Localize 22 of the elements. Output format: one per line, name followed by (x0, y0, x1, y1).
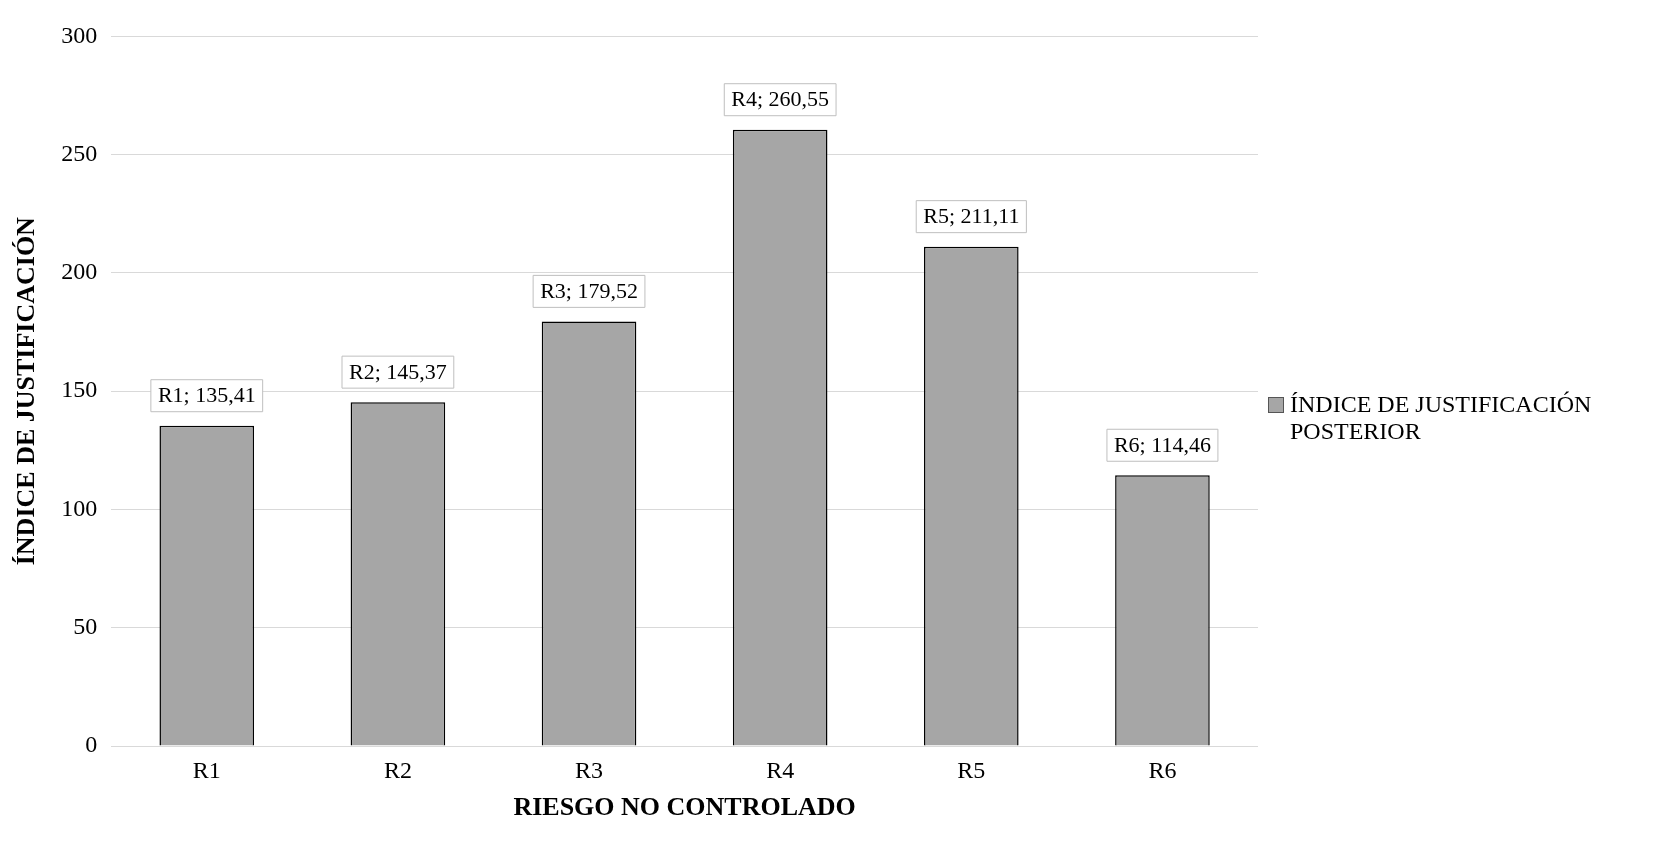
y-tick-label: 150 (61, 376, 98, 403)
x-axis-title: RIESGO NO CONTROLADO (513, 792, 856, 822)
x-tick-label: R5 (957, 756, 986, 783)
x-tick-label: R2 (383, 756, 412, 783)
data-label: R5; 211,11 (923, 203, 1020, 229)
y-tick-label: 200 (61, 258, 98, 285)
x-tick-label: R3 (575, 756, 604, 783)
y-tick-label: 100 (61, 494, 98, 521)
y-axis-title: ÍNDICE DE JUSTIFICACIÓN (11, 216, 41, 566)
y-tick-label: 300 (61, 21, 98, 48)
data-label: R3; 179,52 (540, 278, 638, 304)
y-tick-label: 250 (61, 139, 98, 166)
y-tick-label: 50 (73, 613, 98, 640)
data-label: R1; 135,41 (157, 382, 256, 408)
data-label: R4; 260,55 (731, 86, 830, 112)
x-tick-label: R1 (192, 756, 221, 783)
data-label: R6; 114,46 (1113, 432, 1211, 458)
data-label: R2; 145,37 (349, 358, 447, 384)
x-tick-label: R6 (1148, 756, 1177, 783)
legend-label: ÍNDICE DE JUSTIFICACIÓN POSTERIOR (1290, 391, 1593, 445)
y-tick-label: 0 (85, 731, 98, 758)
x-tick-label: R4 (766, 756, 795, 783)
